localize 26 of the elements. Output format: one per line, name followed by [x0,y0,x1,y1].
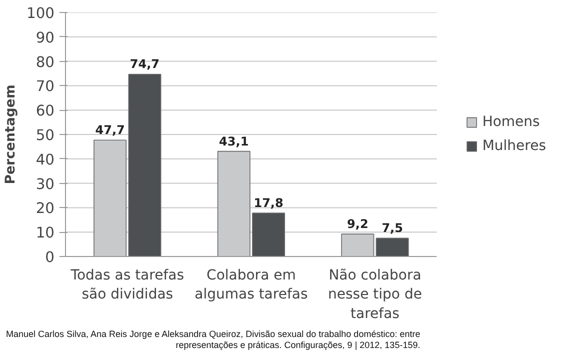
y-tick-label: 70 [36,78,55,96]
y-tick-label: 0 [45,249,55,266]
legend-label: Mulheres [482,138,546,154]
data-label: 43,1 [219,134,249,148]
y-tick-label: 90 [36,29,55,46]
y-tick-label: 30 [36,176,55,193]
x-tick-label: Todas as tarefas são divididas [70,268,184,303]
data-label: 7,5 [382,221,403,236]
bar [376,238,409,256]
text: representações e práticas. Configurações, 9 | 2012, 135-159. [174,340,420,351]
y-tick-label: 60 [36,102,55,120]
data-label: 17,8 [254,196,284,210]
data-label: 9,2 [347,217,368,232]
text: Manuel Carlos Silva, Ana Reis Jorge e Aleksandra Queiroz, Divisão sexual do trabalho doméstico: entre [6,329,420,340]
data-label: 74,7 [130,57,160,72]
legend-label: Homens [482,114,540,130]
y-tick-label: 100 [26,5,55,22]
y-tick-label: 40 [36,151,55,168]
data-label: 47,7 [95,123,125,138]
x-tick-label: Colabora em algumas tarefas [194,268,308,303]
y-axis-title: Percentagem [4,84,19,184]
y-tick-label: 10 [36,224,55,242]
x-tick-label: Não colabora nesse tipo de tarefas [328,268,422,322]
y-tick-label: 80 [36,54,55,71]
y-tick-label: 20 [36,200,55,218]
y-tick-label: 50 [36,127,55,144]
